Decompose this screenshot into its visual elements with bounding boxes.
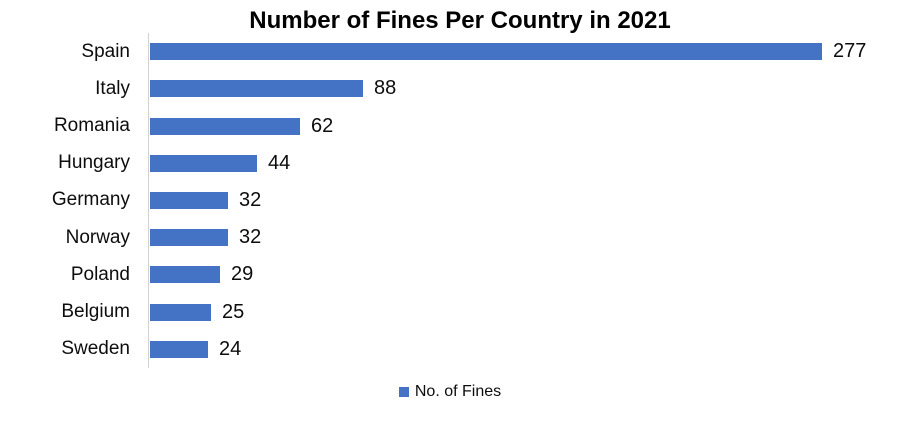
chart-title: Number of Fines Per Country in 2021 <box>249 7 671 34</box>
chart-row: Italy 88 <box>0 70 900 107</box>
category-label: Norway <box>65 226 130 248</box>
bar <box>150 340 208 358</box>
bar <box>150 43 822 61</box>
category-label: Hungary <box>58 152 130 174</box>
category-label: Sweden <box>61 338 130 360</box>
legend-marker-icon <box>398 387 409 397</box>
data-label: 88 <box>374 77 397 100</box>
category-label: Germany <box>51 189 130 211</box>
data-label: 32 <box>239 188 262 211</box>
data-label: 32 <box>239 226 262 249</box>
legend-label: No. of Fines <box>414 383 502 400</box>
data-label: 24 <box>219 337 242 360</box>
chart-row: Poland 29 <box>0 256 900 293</box>
legend: No. of Fines <box>0 383 900 401</box>
bar <box>150 266 220 284</box>
category-axis-line <box>148 33 149 368</box>
bar <box>150 117 300 135</box>
category-label: Poland <box>70 263 130 285</box>
category-label: Spain <box>81 40 130 62</box>
chart-row: Norway 32 <box>0 219 900 256</box>
category-label: Belgium <box>61 301 130 323</box>
chart-row: Romania 62 <box>0 107 900 144</box>
data-label: 62 <box>311 114 334 137</box>
chart-row: Hungary 44 <box>0 145 900 182</box>
category-label: Italy <box>95 77 130 99</box>
bar <box>150 80 363 98</box>
bar <box>150 191 228 209</box>
chart-row: Belgium 25 <box>0 294 900 331</box>
chart-row: Germany 32 <box>0 182 900 219</box>
bar <box>150 303 211 321</box>
plot-area: Spain 277 Italy 88 Romania 62 Hungary 44 Germany… <box>0 33 900 368</box>
bar <box>150 154 257 172</box>
chart-row: Spain 277 <box>0 33 900 70</box>
chart-row: Sweden 24 <box>0 331 900 368</box>
data-label: 25 <box>222 300 245 323</box>
category-label: Romania <box>53 115 130 137</box>
data-label: 44 <box>268 151 291 174</box>
bar <box>150 229 228 247</box>
data-label: 277 <box>833 40 867 63</box>
data-label: 29 <box>231 263 254 286</box>
